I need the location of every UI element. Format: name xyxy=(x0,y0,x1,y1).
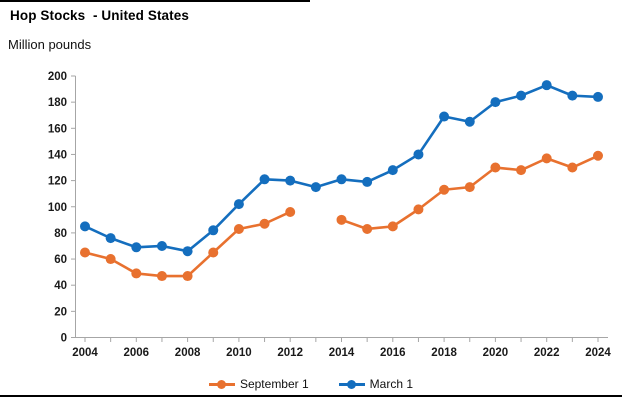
legend: September 1 March 1 xyxy=(0,377,622,391)
data-point xyxy=(593,91,603,102)
y-tick-label: 60 xyxy=(54,254,67,266)
data-point xyxy=(182,246,193,257)
legend-label-september: September 1 xyxy=(239,377,309,391)
y-tick-label: 20 xyxy=(54,306,67,318)
x-tick-label: 2024 xyxy=(585,347,611,359)
data-point xyxy=(541,80,552,91)
x-tick-label: 2020 xyxy=(483,347,509,359)
data-point xyxy=(336,174,347,185)
data-point xyxy=(464,182,475,193)
series-line-0 xyxy=(340,154,600,231)
data-point xyxy=(387,165,398,176)
data-point xyxy=(131,242,142,253)
x-tick-label: 2018 xyxy=(431,347,457,359)
line-chart: 0 20 40 60 80 100 120 140 160 180 200 2004 2006 2008 2… xyxy=(48,71,612,359)
top-border-line xyxy=(0,0,310,2)
data-point xyxy=(541,153,552,164)
data-point xyxy=(362,176,373,187)
data-point xyxy=(310,182,321,193)
march-series-marker-icon xyxy=(338,379,365,390)
data-point xyxy=(156,240,167,251)
data-point xyxy=(490,162,501,173)
data-point xyxy=(259,218,270,229)
y-tick-label: 120 xyxy=(48,176,67,188)
data-point xyxy=(105,254,116,265)
data-point xyxy=(285,175,296,186)
data-point xyxy=(105,233,116,244)
y-tick-label: 160 xyxy=(48,123,67,135)
chart-title: Hop Stocks - United States xyxy=(10,8,189,23)
legend-item-september: September 1 xyxy=(208,377,309,391)
data-point xyxy=(567,162,578,173)
x-tick-label: 2010 xyxy=(226,347,252,359)
x-tick-label: 2004 xyxy=(72,347,98,359)
data-point xyxy=(387,221,398,232)
data-point xyxy=(80,247,90,258)
y-axis-units-label: Million pounds xyxy=(8,37,92,52)
data-point xyxy=(233,199,244,210)
x-tick-label: 2014 xyxy=(329,347,355,359)
y-tick-label: 140 xyxy=(48,149,67,161)
y-tick-label: 40 xyxy=(54,280,67,292)
legend-label-march: March 1 xyxy=(369,377,414,391)
x-tick-label: 2022 xyxy=(534,347,560,359)
data-point xyxy=(439,111,450,122)
data-point xyxy=(516,90,527,101)
data-point xyxy=(336,214,347,225)
series-line-0 xyxy=(83,210,292,278)
september-series-marker-icon xyxy=(208,379,235,390)
data-point xyxy=(259,174,270,185)
data-point xyxy=(362,223,373,234)
data-point xyxy=(80,221,90,232)
legend-item-march: March 1 xyxy=(338,377,414,391)
data-point xyxy=(208,247,219,258)
data-point xyxy=(516,165,527,176)
data-point xyxy=(464,116,475,127)
data-point xyxy=(593,150,603,161)
data-point xyxy=(182,271,193,282)
x-tick-label: 2016 xyxy=(380,347,406,359)
y-tick-label: 180 xyxy=(48,97,67,109)
x-tick-label: 2012 xyxy=(277,347,303,359)
x-tick-label: 2006 xyxy=(124,347,150,359)
data-point xyxy=(233,223,244,234)
data-point xyxy=(490,97,501,108)
data-point xyxy=(208,225,219,236)
data-point xyxy=(285,206,296,217)
y-tick-label: 100 xyxy=(48,202,67,214)
y-tick-label: 0 xyxy=(61,333,67,345)
y-tick-label: 80 xyxy=(54,228,67,240)
data-point xyxy=(156,271,167,282)
data-point xyxy=(131,268,142,279)
bottom-border-line xyxy=(0,395,622,397)
x-tick-label: 2008 xyxy=(175,347,201,359)
data-point xyxy=(439,184,450,195)
data-point xyxy=(413,204,424,215)
data-point xyxy=(567,90,578,101)
data-point xyxy=(413,149,424,160)
y-tick-label: 200 xyxy=(48,71,67,83)
